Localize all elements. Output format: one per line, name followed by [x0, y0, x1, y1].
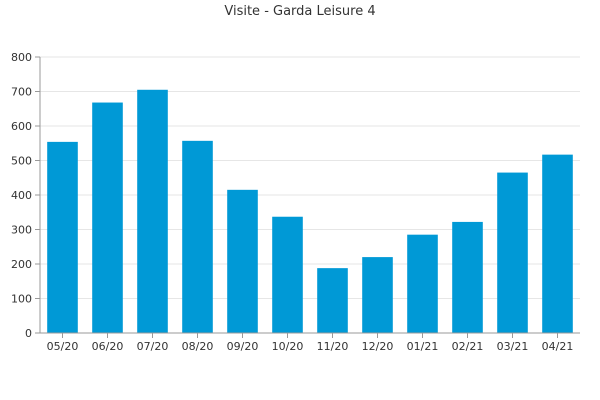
y-axis-ticks: 0 100 200 300 400 500 600 700 800 [11, 51, 40, 340]
bar-07/20 [137, 89, 168, 334]
bar-06/20 [92, 102, 123, 333]
x-tick-label: 05/20 [47, 340, 79, 353]
x-tick-label: 11/20 [317, 340, 349, 353]
y-tick-label: 0 [25, 327, 32, 340]
y-tick-label: 800 [11, 51, 32, 64]
bar-04/21 [542, 154, 573, 333]
bars [47, 89, 573, 334]
x-tick-label: 07/20 [137, 340, 169, 353]
y-tick-label: 100 [11, 293, 32, 306]
bar-10/20 [272, 216, 303, 333]
y-tick-label: 300 [11, 224, 32, 237]
x-tick-label: 08/20 [182, 340, 214, 353]
x-axis-ticks: 05/20 06/20 07/20 08/20 09/20 10/20 11/20 12/20… [47, 333, 574, 353]
bar-09/20 [227, 189, 258, 333]
x-tick-label: 02/21 [452, 340, 484, 353]
y-tick-label: 600 [11, 120, 32, 133]
bar-05/20 [47, 141, 78, 333]
bar-02/21 [452, 221, 483, 333]
x-tick-label: 12/20 [362, 340, 394, 353]
y-tick-label: 200 [11, 258, 32, 271]
chart-title: Visite - Garda Leisure 4 [224, 4, 376, 19]
x-tick-label: 10/20 [272, 340, 304, 353]
bar-12/20 [362, 257, 393, 333]
gridlines [40, 56, 580, 299]
x-tick-label: 03/21 [497, 340, 529, 353]
y-tick-label: 700 [11, 86, 32, 99]
y-tick-label: 400 [11, 189, 32, 202]
y-tick-label: 500 [11, 155, 32, 168]
x-tick-label: 01/21 [407, 340, 439, 353]
x-tick-label: 06/20 [92, 340, 124, 353]
bar-08/20 [182, 140, 213, 333]
bar-01/21 [407, 234, 438, 333]
x-tick-label: 09/20 [227, 340, 259, 353]
bar-03/21 [497, 172, 528, 333]
bar-11/20 [317, 268, 348, 333]
x-tick-label: 04/21 [542, 340, 574, 353]
